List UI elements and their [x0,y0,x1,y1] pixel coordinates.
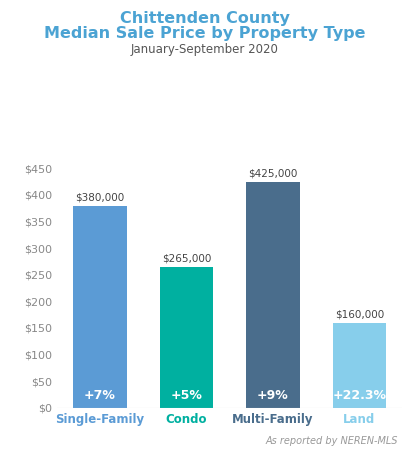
Text: $160,000: $160,000 [334,309,383,319]
Bar [159,267,213,408]
Text: January-September 2020: January-September 2020 [131,43,278,56]
Text: +22.3%: +22.3% [332,390,385,402]
Text: $380,000: $380,000 [75,193,124,202]
Bar [245,182,299,408]
Text: Chittenden County: Chittenden County [120,11,289,26]
Text: As reported by NEREN-MLS: As reported by NEREN-MLS [265,436,397,446]
Text: Median Sale Price by Property Type: Median Sale Price by Property Type [44,26,365,41]
Bar [73,206,126,408]
Text: $265,000: $265,000 [161,254,211,264]
Text: +9%: +9% [256,390,288,402]
Text: $425,000: $425,000 [247,169,297,178]
Text: +5%: +5% [170,390,202,402]
Bar [332,323,385,408]
Text: +7%: +7% [84,390,115,402]
